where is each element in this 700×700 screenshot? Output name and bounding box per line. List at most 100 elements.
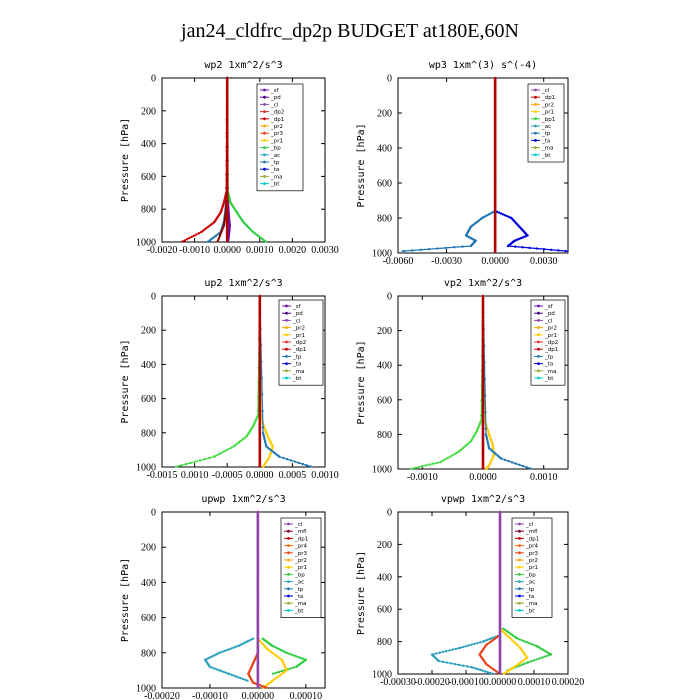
legend-entry: _ma xyxy=(525,601,537,607)
series-point xyxy=(502,672,506,675)
x-tick-label: -0.0020 xyxy=(147,245,178,256)
legend-entry: _tp xyxy=(544,354,554,360)
y-tick-label: 1000 xyxy=(136,238,156,249)
series-point xyxy=(285,458,289,461)
series-point xyxy=(273,653,276,656)
x-tick-label: -0.0030 xyxy=(431,256,462,267)
series-bp xyxy=(261,637,308,675)
y-tick-label: 800 xyxy=(377,430,392,441)
series-point xyxy=(287,652,291,655)
series-point xyxy=(461,245,464,248)
series-point xyxy=(237,644,240,647)
series-point xyxy=(272,672,275,675)
series-point xyxy=(227,447,231,451)
series-point xyxy=(194,460,197,463)
legend-entry: _tp xyxy=(270,160,280,166)
legend-marker xyxy=(534,103,537,106)
series-point xyxy=(271,651,274,655)
x-tick-label: 0.00020 xyxy=(552,677,585,688)
legend-marker xyxy=(518,537,521,540)
legend-marker xyxy=(287,580,290,583)
legend-entry: _pr2 xyxy=(544,326,557,332)
legend-entry: _pr2 xyxy=(541,102,554,108)
series-point xyxy=(518,664,522,667)
legend-entry: _pr3 xyxy=(294,551,308,557)
plot-frame xyxy=(397,511,569,675)
y-tick-label: 0 xyxy=(387,74,392,85)
series-point xyxy=(217,238,220,241)
series-point xyxy=(544,655,547,658)
plot-frame xyxy=(161,295,326,468)
x-tick-label: -0.00020 xyxy=(414,677,450,688)
y-tick-label: 1000 xyxy=(372,249,392,260)
x-tick-label: -0.00010 xyxy=(192,691,228,700)
legend-marker xyxy=(285,304,288,308)
legend-entry: _pd xyxy=(292,311,303,317)
y-tick-label: 0 xyxy=(151,508,156,519)
series-point xyxy=(278,656,281,660)
legend-marker xyxy=(263,139,266,142)
y-tick-label: 400 xyxy=(141,578,156,589)
series-line xyxy=(494,210,569,252)
series-point xyxy=(525,466,528,469)
x-tick-label: 0.0000 xyxy=(213,245,241,256)
x-tick-label: 0.00010 xyxy=(290,691,323,700)
legend-entry: _bt xyxy=(292,376,302,382)
y-tick-label: 600 xyxy=(141,613,156,624)
legend-marker xyxy=(285,376,288,380)
series-point xyxy=(448,455,452,458)
x-tick-label: 0.00010 xyxy=(518,677,551,688)
y-tick-label: 200 xyxy=(377,109,392,120)
legend-marker xyxy=(537,319,540,322)
legend-entry: _bt xyxy=(544,376,554,382)
legend-marker xyxy=(534,95,537,99)
figure-title: jan24_cldfrc_dp2p BUDGET at180E,60N xyxy=(181,20,519,42)
series-point xyxy=(211,666,214,669)
series-point xyxy=(274,654,278,657)
legend-marker xyxy=(518,529,521,533)
series-line xyxy=(430,634,501,675)
legend-marker xyxy=(263,103,266,106)
series-point xyxy=(476,667,479,671)
series-point xyxy=(237,676,240,679)
series-point xyxy=(535,247,539,250)
legend-marker xyxy=(285,355,288,358)
y-tick-label: 600 xyxy=(141,172,156,183)
series-point xyxy=(501,213,505,216)
series-point xyxy=(428,463,431,466)
series-point xyxy=(244,678,247,682)
panel-6: vpwp 1xm^2/s^302004006008001000-0.00030-… xyxy=(356,494,584,688)
series-point xyxy=(444,457,447,461)
series-point xyxy=(181,240,184,243)
series-point xyxy=(526,661,529,664)
legend-marker xyxy=(285,340,288,344)
series-point xyxy=(458,646,461,650)
plot-frame xyxy=(161,77,326,243)
y-tick-label: 600 xyxy=(141,394,156,405)
legend-entry: _tp xyxy=(294,587,304,593)
x-tick-label: -0.0005 xyxy=(212,470,243,481)
series-point xyxy=(175,465,178,468)
legend-entry: _ta xyxy=(525,594,534,600)
legend-entry: _cl xyxy=(292,318,301,324)
series-point xyxy=(269,650,273,654)
series-line xyxy=(410,295,484,470)
series-point xyxy=(221,228,224,231)
series-point xyxy=(283,670,287,673)
series-point xyxy=(451,648,454,651)
series-point xyxy=(453,662,457,666)
series-point xyxy=(445,661,449,664)
series-point xyxy=(212,455,216,458)
legend-marker xyxy=(263,182,266,186)
y-tick-label: 1000 xyxy=(136,463,156,474)
series-point xyxy=(497,211,501,214)
series-point xyxy=(223,450,226,453)
x-tick-label: 0.0000 xyxy=(246,470,274,481)
legend-entry: _ta xyxy=(544,362,553,368)
legend-entry: _pr2 xyxy=(270,124,283,130)
series-point xyxy=(289,667,292,670)
series-point xyxy=(507,459,510,463)
series-point xyxy=(448,649,451,652)
series-tp xyxy=(481,294,532,470)
series-point xyxy=(417,465,420,469)
